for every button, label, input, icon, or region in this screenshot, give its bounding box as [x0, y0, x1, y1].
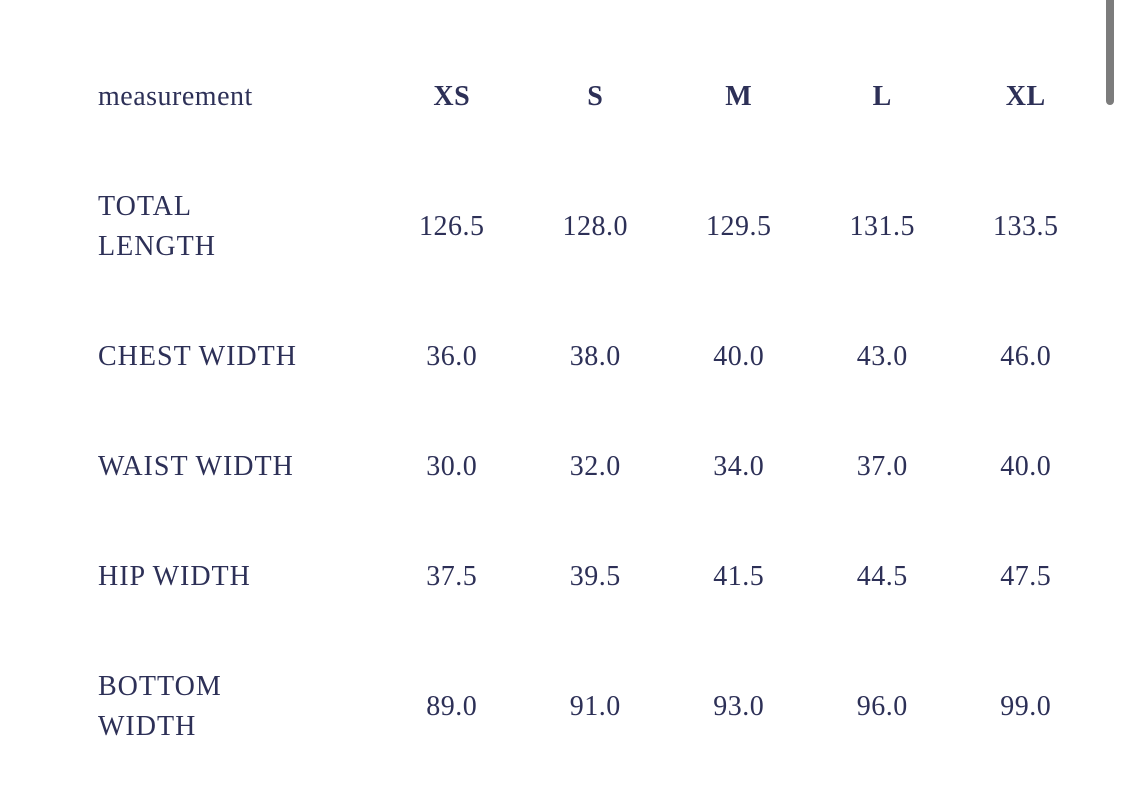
row-label-total-length: TOTAL LENGTH: [98, 191, 216, 262]
size-value-cell: 37.0: [856, 451, 908, 482]
size-value-cell: 93.0: [713, 691, 765, 722]
column-header-size-l: L: [872, 81, 892, 112]
scrollbar-thumb[interactable]: [1106, 0, 1114, 105]
column-header-size-m: M: [725, 81, 753, 112]
size-value-cell: 32.0: [569, 451, 621, 482]
size-value-cell: 91.0: [569, 691, 621, 722]
size-value-cell: 41.5: [713, 561, 765, 592]
column-header-size-xs: XS: [433, 81, 471, 112]
size-value-cell: 40.0: [713, 341, 765, 372]
size-value-cell: 30.0: [426, 451, 478, 482]
size-value-cell: 89.0: [426, 691, 478, 722]
size-value-cell: 40.0: [1000, 451, 1052, 482]
size-chart-table: measurement XS S M L XL TOTAL LENGTH 126…: [98, 42, 1098, 782]
size-value-cell: 44.5: [856, 561, 908, 592]
size-value-cell: 36.0: [426, 341, 478, 372]
row-label-chest-width: CHEST WIDTH: [98, 341, 297, 372]
size-value-cell: 99.0: [1000, 691, 1052, 722]
column-header-measurement: measurement: [98, 81, 253, 112]
size-value-cell: 38.0: [569, 341, 621, 372]
size-value-cell: 37.5: [426, 561, 478, 592]
column-header-size-xl: XL: [1005, 81, 1046, 112]
size-value-cell: 129.5: [706, 211, 772, 242]
size-value-cell: 39.5: [569, 561, 621, 592]
size-value-cell: 96.0: [856, 691, 908, 722]
size-value-cell: 133.5: [993, 211, 1059, 242]
size-value-cell: 126.5: [419, 211, 485, 242]
column-header-size-s: S: [587, 81, 604, 112]
row-label-bottom-width: BOTTOM WIDTH: [98, 671, 222, 742]
row-label-waist-width: WAIST WIDTH: [98, 451, 294, 482]
size-value-cell: 47.5: [1000, 561, 1052, 592]
size-value-cell: 34.0: [713, 451, 765, 482]
size-value-cell: 43.0: [856, 341, 908, 372]
size-value-cell: 46.0: [1000, 341, 1052, 372]
size-value-cell: 128.0: [562, 211, 628, 242]
row-label-hip-width: HIP WIDTH: [98, 561, 251, 592]
size-value-cell: 131.5: [849, 211, 915, 242]
